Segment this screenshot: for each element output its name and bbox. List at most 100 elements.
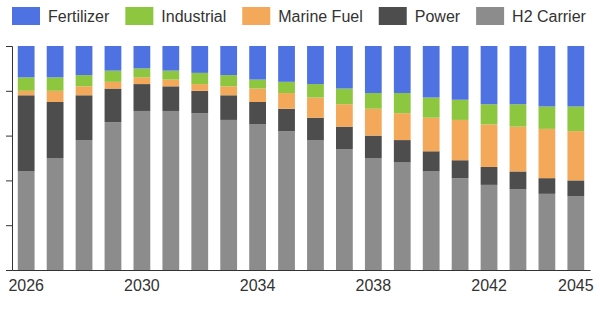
bar-segment bbox=[134, 77, 151, 84]
bar-segment bbox=[105, 89, 122, 123]
y-tick bbox=[6, 46, 12, 47]
bar-segment bbox=[365, 46, 382, 93]
bar-segment bbox=[452, 46, 469, 100]
bar-segment bbox=[249, 80, 266, 89]
bar-segment bbox=[134, 84, 151, 111]
bar-segment bbox=[510, 171, 527, 189]
bar-segment bbox=[76, 140, 93, 270]
legend: Fertilizer Industrial Marine Fuel Power H2 C… bbox=[12, 7, 587, 25]
bar-segment bbox=[76, 75, 93, 86]
bar-segment bbox=[191, 73, 208, 84]
x-tick: 2030 bbox=[124, 277, 160, 294]
legend-label: Power bbox=[415, 8, 461, 25]
y-tick bbox=[6, 91, 12, 92]
x-tick: 2042 bbox=[471, 277, 507, 294]
bar-segment bbox=[47, 102, 64, 158]
bar-segment bbox=[394, 140, 411, 162]
bar-segment bbox=[105, 46, 122, 71]
bar-segment bbox=[47, 158, 64, 270]
bar-segment bbox=[278, 93, 295, 109]
bar-segment bbox=[220, 120, 237, 270]
bar-segment bbox=[423, 98, 440, 118]
legend-item: Marine Fuel bbox=[242, 7, 362, 25]
bar-segment bbox=[307, 98, 324, 118]
bar-segment bbox=[191, 46, 208, 73]
bar-segment bbox=[191, 84, 208, 91]
bar-segment bbox=[105, 71, 122, 82]
bar-segment bbox=[336, 127, 353, 149]
bar-segment bbox=[336, 104, 353, 126]
bar-segment bbox=[307, 46, 324, 84]
bar-segment bbox=[481, 104, 498, 124]
bar-segment bbox=[249, 46, 266, 80]
legend-item: H2 Carrier bbox=[476, 7, 586, 25]
y-tick-mark bbox=[6, 91, 12, 92]
bar-segment bbox=[162, 86, 179, 111]
x-tick: 2038 bbox=[356, 277, 392, 294]
chart: 202620302034203820422045FertilizerIndust… bbox=[0, 0, 600, 317]
bar-segment bbox=[365, 158, 382, 270]
bar-segment bbox=[307, 84, 324, 97]
y-tick-mark bbox=[6, 46, 12, 47]
bar-segment bbox=[452, 100, 469, 120]
bar-segment bbox=[76, 46, 93, 75]
bar-segment bbox=[162, 71, 179, 80]
bar-segment bbox=[481, 185, 498, 270]
legend-label: Fertilizer bbox=[48, 8, 110, 25]
bar-segment bbox=[539, 178, 556, 194]
bar-segment bbox=[134, 68, 151, 77]
x-tick: 2026 bbox=[8, 277, 44, 294]
legend-label: H2 Carrier bbox=[512, 8, 586, 25]
bar-segment bbox=[539, 129, 556, 178]
x-tick-label: 2034 bbox=[240, 277, 276, 294]
bar-segment bbox=[220, 46, 237, 75]
bar-segment bbox=[162, 80, 179, 87]
bar-segment bbox=[336, 46, 353, 89]
bar-segment bbox=[567, 46, 584, 106]
bar-segment bbox=[365, 136, 382, 158]
x-tick-label: 2038 bbox=[356, 277, 392, 294]
bar-segment bbox=[249, 102, 266, 124]
bar-segment bbox=[105, 122, 122, 270]
bar-segment bbox=[365, 93, 382, 109]
bar-segment bbox=[394, 113, 411, 140]
bar-segment bbox=[567, 196, 584, 270]
bar-segment bbox=[481, 46, 498, 104]
bar-segment bbox=[191, 113, 208, 270]
bar-segment bbox=[452, 178, 469, 270]
bar-segment bbox=[47, 91, 64, 102]
y-tick bbox=[6, 225, 12, 226]
bar-segment bbox=[220, 95, 237, 120]
bar-segment bbox=[336, 89, 353, 105]
legend-item: Fertilizer bbox=[12, 7, 110, 25]
bar-segment bbox=[452, 160, 469, 178]
bar-segment bbox=[220, 86, 237, 95]
y-tick-mark bbox=[6, 225, 12, 226]
legend-item: Industrial bbox=[125, 7, 226, 25]
bar-segment bbox=[134, 111, 151, 270]
x-tick-label: 2026 bbox=[8, 277, 44, 294]
bar-segment bbox=[423, 46, 440, 98]
bar-segment bbox=[365, 109, 382, 136]
bar-segment bbox=[162, 111, 179, 270]
bar-segment bbox=[162, 46, 179, 71]
bar-segment bbox=[510, 189, 527, 270]
y-tick bbox=[6, 270, 12, 271]
legend-swatch bbox=[125, 7, 153, 25]
y-axis bbox=[6, 47, 13, 271]
bar-segment bbox=[249, 124, 266, 270]
legend-swatch bbox=[476, 7, 504, 25]
legend-swatch bbox=[379, 7, 407, 25]
bar-segment bbox=[423, 171, 440, 270]
y-tick bbox=[6, 180, 12, 181]
bar-segment bbox=[220, 75, 237, 86]
x-tick-label: 2030 bbox=[124, 277, 160, 294]
bar-segment bbox=[423, 118, 440, 152]
bar-segment bbox=[278, 82, 295, 93]
bar-segment bbox=[510, 127, 527, 172]
bar-segment bbox=[394, 93, 411, 113]
bar-segment bbox=[76, 86, 93, 95]
legend-swatch bbox=[12, 7, 40, 25]
bar-segment bbox=[539, 46, 556, 106]
bar-segment bbox=[539, 106, 556, 128]
